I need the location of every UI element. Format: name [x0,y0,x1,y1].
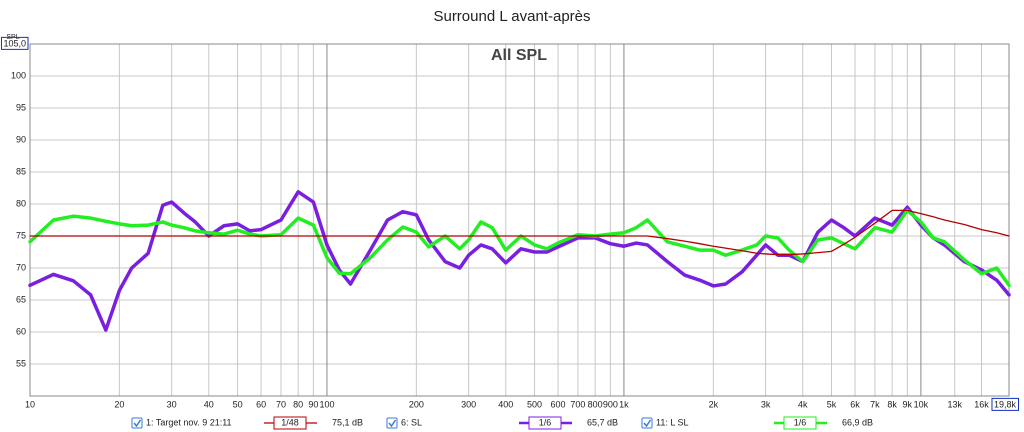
legend-level: 75,1 dB [332,417,363,427]
x-tick-label: 40 [204,399,214,409]
x-tick-label: 100 [319,399,334,409]
x-tick-label: 5k [827,399,837,409]
x-tick-label: 50 [233,399,243,409]
legend-smoothing: 1/6 [794,417,807,427]
legend-smoothing-box[interactable] [528,416,562,430]
x-tick-label: 90 [308,399,318,409]
x-tick-label: 13k [947,399,962,409]
legend-label: 6: SL [401,417,422,427]
y-tick-label: 80 [16,198,26,208]
x-tick-label: 8k [887,399,897,409]
legend-checkmark [133,419,142,428]
legend-smoothing: 1/48 [281,417,299,427]
chart-subtitle: All SPL [491,47,547,64]
x-tick-label: 1k [619,399,629,409]
legend-checkmark [388,419,397,428]
legend-level: 65,7 dB [587,417,618,427]
legend-checkmark [643,419,652,428]
x-tick-label: 10 [25,399,35,409]
x-tick-label: 200 [409,399,424,409]
y-tick-label: 75 [16,230,26,240]
x-tick-label: 20 [114,399,124,409]
series-line [28,190,1011,332]
x-tick-label: 400 [498,399,513,409]
y-tick-label: 85 [16,166,26,176]
x-tick-label: 800 [588,399,603,409]
x-tick-label: 80 [293,399,303,409]
plot-frame [29,43,1010,397]
y-tick-label: 65 [16,294,26,304]
y-tick-label: 95 [16,102,26,112]
x-tick-label: 6k [850,399,860,409]
x-tick-label: 16k [974,399,989,409]
x-tick-label: 2k [709,399,719,409]
x-tick-label: 700 [570,399,585,409]
legend-smoothing: 1/6 [539,417,552,427]
x-tick-label: 30 [167,399,177,409]
x-tick-label: 9k [903,399,913,409]
x-tick-label: 3k [761,399,771,409]
chart-title: Surround L avant-après [433,8,590,25]
y-tick-label: 105,0 [3,38,26,48]
x-tick-label: 60 [256,399,266,409]
y-tick-label: 55 [16,358,26,368]
x-tick-label: 600 [551,399,566,409]
x-tick-label: 7k [870,399,880,409]
x-tick-label: 900 [603,399,618,409]
x-tick-label: 10k [914,399,929,409]
x-tick-label: 300 [461,399,476,409]
legend-label: 1: Target nov. 9 21:11 [146,417,232,427]
legend-label: 11: L SL [656,417,689,427]
legend-smoothing-box[interactable] [273,416,307,430]
x-tick-label: 4k [798,399,808,409]
y-tick-label: 70 [16,262,26,272]
x-tick-label: 70 [276,399,286,409]
x-tick-label: 19,8k [994,399,1017,409]
y-tick-label: 60 [16,326,26,336]
x-tick-label: 500 [527,399,542,409]
y-tick-label: 100 [11,70,26,80]
x-limit-box [991,397,1020,411]
legend-level: 66,9 dB [842,417,873,427]
legend-smoothing-box[interactable] [783,416,817,430]
series-line [29,209,1010,256]
y-limit-box [0,36,29,50]
y-tick-label: 90 [16,134,26,144]
